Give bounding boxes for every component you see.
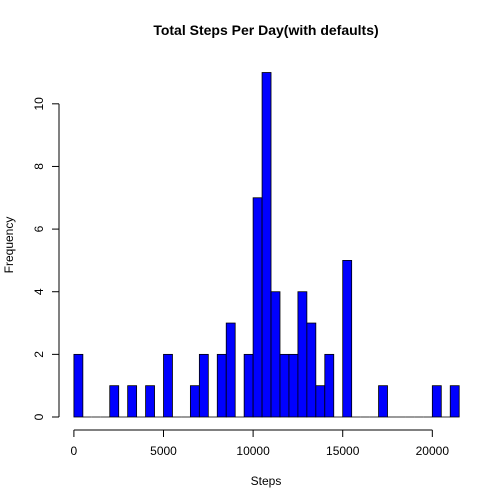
chart-title: Total Steps Per Day(with defaults) <box>153 22 378 38</box>
x-tick-label-1: 5000 <box>150 444 177 458</box>
x-tick-label-0: 0 <box>71 444 78 458</box>
x-axis-label: Steps <box>251 474 282 488</box>
bar-25 <box>297 291 308 418</box>
x-tick-label-2: 10000 <box>236 444 270 458</box>
bar-16 <box>216 353 227 418</box>
bar-40 <box>431 385 442 418</box>
bar-6 <box>127 385 138 418</box>
bar-34 <box>378 385 388 418</box>
bar-20 <box>252 197 263 418</box>
bars-group <box>73 72 460 418</box>
bar-4 <box>109 385 120 418</box>
bar-24 <box>288 353 299 418</box>
x-tick-label-4: 20000 <box>416 444 450 458</box>
y-axis-label: Frequency <box>2 217 16 274</box>
y-tick-label-0: 0 <box>32 413 46 420</box>
bar-10 <box>163 353 173 418</box>
bar-26 <box>306 322 317 418</box>
y-tick-label-3: 6 <box>32 225 46 232</box>
bar-42 <box>449 385 460 418</box>
y-axis: 0 2 4 6 8 10 <box>32 97 60 420</box>
y-tick-label-4: 8 <box>32 163 46 170</box>
x-tick-label-3: 15000 <box>326 444 360 458</box>
x-axis: 0 5000 10000 15000 20000 <box>71 429 450 458</box>
bar-30 <box>342 260 353 418</box>
bar-28 <box>324 353 335 418</box>
bar-21 <box>261 72 272 418</box>
bar-13 <box>189 385 200 418</box>
bar-0 <box>73 353 84 418</box>
bar-17 <box>225 322 236 418</box>
bar-23 <box>279 353 290 418</box>
bar-8 <box>145 385 155 418</box>
bar-19 <box>243 353 254 418</box>
bar-14 <box>198 353 209 418</box>
bar-22 <box>270 291 281 418</box>
y-tick-label-5: 10 <box>32 97 46 111</box>
bar-27 <box>315 385 326 418</box>
y-tick-label-1: 2 <box>32 351 46 358</box>
y-tick-label-2: 4 <box>32 288 46 295</box>
